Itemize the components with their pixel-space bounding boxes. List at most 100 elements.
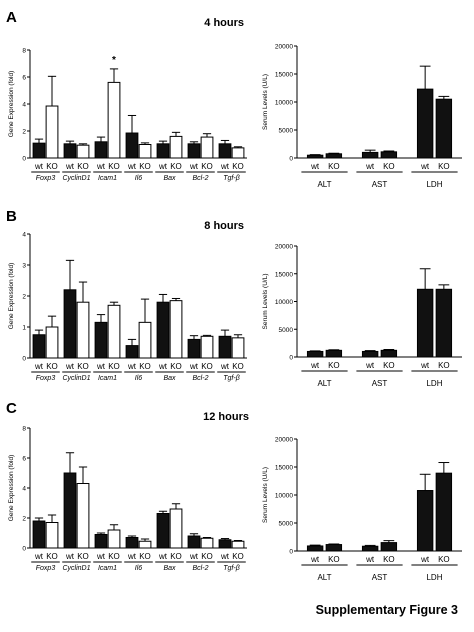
chart1-bar-KO-2 [107,81,121,159]
chart4-y-tick-label: 15000 [275,271,293,278]
chart1-bar-KO-3 [138,144,152,159]
chart4-bar-KO-1 [380,349,398,358]
chart3-gene-label: Il6 [135,375,143,382]
chart2-y-tick-label: 15000 [275,72,293,79]
chart1-bar-KO-1 [76,144,90,159]
chart1-pair-label: wt [34,162,44,171]
chart3-y-tick-label: 2 [22,294,26,301]
chart3-bar-KO-2 [107,304,121,359]
chart1-panel-label: A [6,9,17,26]
chart3-bar-wt-4 [156,301,170,359]
chart3-pair-label: KO [108,362,120,371]
chart2-group-label: LDH [426,180,442,189]
chart2-bar-KO-2 [435,98,453,159]
chart3-panel-label: B [6,208,17,225]
chart3-bar-wt-3 [125,345,139,359]
chart3-pair-label: wt [34,362,44,371]
chart1-y-tick-label: 0 [22,156,26,163]
chart4-bar-KO-2 [435,288,453,358]
chart3-y-tick-label: 3 [22,263,26,270]
chart3-gene-label: Tgf-β [223,375,239,382]
chart2-pair-label: wt [310,162,320,171]
chart5-pair-label: wt [189,552,199,561]
chart4-bar-wt-0 [306,350,324,358]
chart3-pair-label: KO [232,362,244,371]
chart5-pair-label: wt [220,552,230,561]
chart3-pair-label: KO [139,362,151,371]
chart2-bar-wt-1 [361,151,379,159]
chart5-bar-KO-4 [169,508,183,549]
chart1-y-tick-label: 4 [22,102,26,109]
chart2-pair-label: KO [383,162,395,171]
chart1-gene-label: Tgf-β [223,175,239,182]
chart3-pair-label: KO [46,362,58,371]
chart6-bar-KO-0 [325,544,343,552]
chart1-bar-KO-0 [45,105,59,159]
chart6-group-label: LDH [426,573,442,582]
chart3-pair-label: wt [127,362,137,371]
chart6-pair-label: KO [383,555,395,564]
chart6-group-label: ALT [317,573,331,582]
chart5-pair-label: KO [201,552,213,561]
chart4-pair-label: KO [438,361,450,370]
chart4-pair-label: wt [310,361,320,370]
chart5-y-tick-label: 0 [22,546,26,553]
chart3-y-axis-label: Gene Expression (fold) [8,263,15,329]
chart3-y-tick-label: 4 [22,232,26,239]
chart6-y-tick-label: 15000 [275,465,293,472]
chart1-bar-wt-3 [125,132,139,159]
chart1-y-tick-label: 2 [22,129,26,136]
chart2-bar-KO-0 [325,153,343,159]
chart6-bar-wt-0 [306,545,324,552]
chart5-gene-label: CyclinD1 [62,565,90,572]
chart5-gene-label: Il6 [135,565,143,572]
chart1-gene-label: Bax [163,175,176,182]
chart5-bar-wt-2 [94,534,108,549]
chart3-bar-KO-5 [200,335,214,359]
chart1-pair-label: wt [220,162,230,171]
chart1-pair-label: KO [201,162,213,171]
chart6-group-label: AST [372,573,388,582]
chart6-pair-label: wt [310,555,320,564]
chart1-bar-wt-6 [218,143,232,159]
chart5-bar-KO-0 [45,522,59,549]
chart3-pair-label: KO [77,362,89,371]
chart5-pair-label: wt [65,552,75,561]
chart1-pair-label: wt [127,162,137,171]
chart1-pair-label: KO [46,162,58,171]
chart5-pair-label: wt [96,552,106,561]
chart2-pair-label: wt [420,162,430,171]
chart5-pair-label: KO [77,552,89,561]
chart5-bar-wt-6 [218,539,232,549]
chart5-gene-label: Foxp3 [36,565,56,572]
chart5-gene-label: Bcl-2 [193,565,209,572]
chart3-bar-KO-1 [76,301,90,359]
chart5-panel-label: C [6,400,17,417]
chart3-bar-wt-2 [94,321,108,359]
chart4-group-label: AST [372,379,388,388]
chart4-bar-wt-2 [416,288,434,358]
chart3-bar-KO-6 [231,337,245,359]
chart1-bar-wt-1 [63,143,77,159]
chart5-bar-wt-5 [187,535,201,549]
chart4-y-axis-label: Serum Levels (U/L) [262,274,269,330]
chart6-y-tick-label: 10000 [275,493,293,500]
chart1-pair-label: KO [108,162,120,171]
chart6-y-tick-label: 5000 [279,521,294,528]
chart6-bar-KO-2 [435,472,453,552]
chart3-pair-label: wt [220,362,230,371]
chart4-y-tick-label: 5000 [279,327,294,334]
chart1-y-axis-label: Gene Expression (fold) [8,71,15,137]
chart5-bar-wt-1 [63,472,77,549]
chart5-bar-KO-2 [107,529,121,549]
chart1-pair-label: KO [77,162,89,171]
chart5-y-tick-label: 6 [22,456,26,463]
chart1-pair-label: wt [189,162,199,171]
chart1-bar-wt-4 [156,143,170,159]
chart5-title: 12 hours [203,411,249,423]
chart5-pair-label: wt [34,552,44,561]
chart5-pair-label: wt [127,552,137,561]
chart5-gene-label: Tgf-β [223,565,239,572]
chart5-bar-wt-0 [32,520,46,549]
chart5-pair-label: KO [170,552,182,561]
